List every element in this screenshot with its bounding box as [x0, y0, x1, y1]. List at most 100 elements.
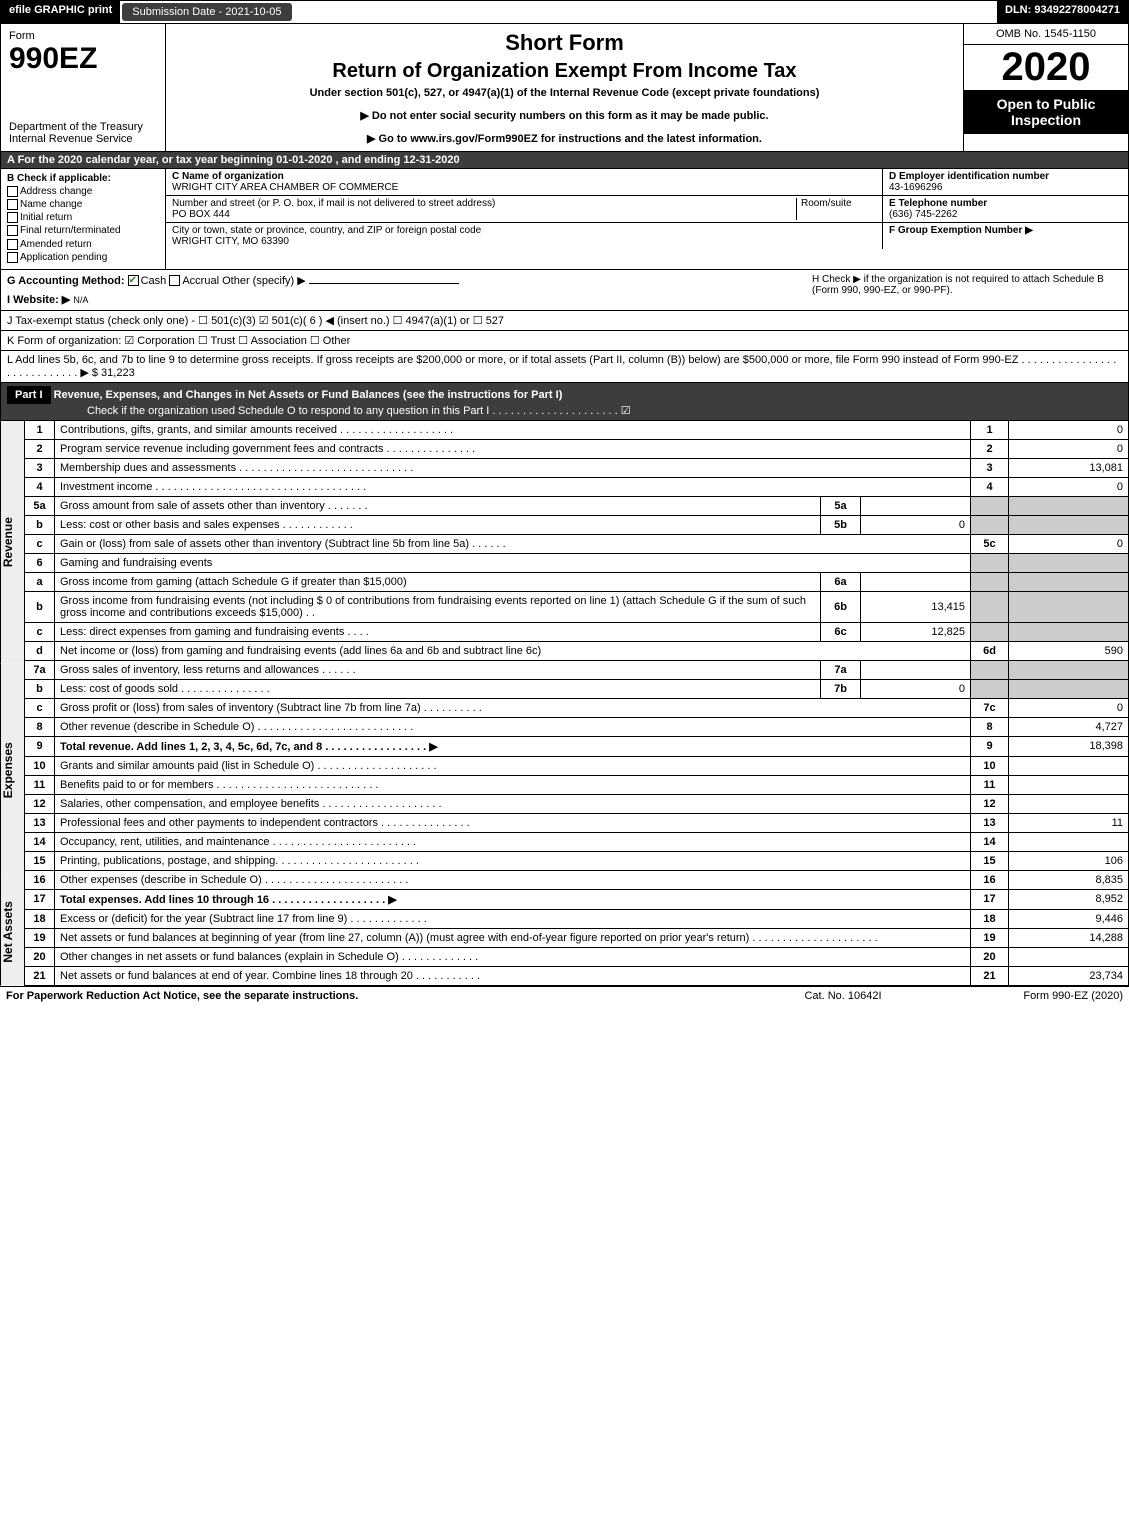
chk-final-return[interactable]: Final return/terminated — [7, 225, 159, 236]
part-i-title: Part I Revenue, Expenses, and Changes in… — [1, 383, 1128, 420]
h-text: H Check ▶ if the organization is not req… — [812, 274, 1104, 296]
line-1: 1Contributions, gifts, grants, and simil… — [25, 421, 1129, 440]
goto-link[interactable]: ▶ Go to www.irs.gov/Form990EZ for instru… — [172, 132, 957, 145]
line-12: 12Salaries, other compensation, and empl… — [25, 794, 1129, 813]
line-8: 8Other revenue (describe in Schedule O) … — [25, 717, 1129, 736]
footer-mid: Cat. No. 10642I — [743, 990, 943, 1002]
page-footer: For Paperwork Reduction Act Notice, see … — [0, 986, 1129, 1005]
vtab-net-assets: Net Assets — [0, 878, 24, 986]
footer-left: For Paperwork Reduction Act Notice, see … — [6, 990, 743, 1002]
street-cell: Number and street (or P. O. box, if mail… — [166, 196, 883, 222]
department-label: Department of the Treasury Internal Reve… — [9, 121, 157, 145]
row-l: L Add lines 5b, 6c, and 7b to line 9 to … — [0, 351, 1129, 383]
tel-cell: E Telephone number (636) 745-2262 — [883, 196, 1128, 222]
part-i-body: Revenue Expenses Net Assets 1Contributio… — [0, 421, 1129, 986]
col-c-e: C Name of organization WRIGHT CITY AREA … — [166, 169, 1128, 269]
goto-text: ▶ Go to www.irs.gov/Form990EZ for instru… — [367, 133, 762, 145]
org-name-cell: C Name of organization WRIGHT CITY AREA … — [166, 169, 883, 195]
g-label: G Accounting Method: — [7, 275, 125, 287]
line-6d: dNet income or (loss) from gaming and fu… — [25, 641, 1129, 660]
line-7b: bLess: cost of goods sold . . . . . . . … — [25, 679, 1129, 698]
org-name: WRIGHT CITY AREA CHAMBER OF COMMERCE — [172, 182, 876, 193]
line-15: 15Printing, publications, postage, and s… — [25, 851, 1129, 870]
short-form-title: Short Form — [172, 30, 957, 56]
col-b-checkboxes: B Check if applicable: Address change Na… — [1, 169, 166, 269]
omb-number: OMB No. 1545-1150 — [964, 24, 1128, 45]
footer-right: Form 990-EZ (2020) — [943, 990, 1123, 1002]
ssn-warning: ▶ Do not enter social security numbers o… — [172, 109, 957, 122]
line-5a: 5aGross amount from sale of assets other… — [25, 496, 1129, 515]
line-20: 20Other changes in net assets or fund ba… — [25, 947, 1129, 966]
line-19: 19Net assets or fund balances at beginni… — [25, 928, 1129, 947]
section-b-c-d: B Check if applicable: Address change Na… — [0, 169, 1129, 270]
row-k: K Form of organization: ☑ Corporation ☐ … — [0, 331, 1129, 351]
main-title: Return of Organization Exempt From Incom… — [172, 60, 957, 83]
line-4: 4Investment income . . . . . . . . . . .… — [25, 477, 1129, 496]
chk-accrual[interactable] — [169, 275, 180, 286]
line-5b: bLess: cost or other basis and sales exp… — [25, 515, 1129, 534]
org-name-label: C Name of organization — [172, 171, 876, 182]
city-value: WRIGHT CITY, MO 63390 — [172, 236, 876, 247]
chk-name-change[interactable]: Name change — [7, 199, 159, 210]
chk-application-pending[interactable]: Application pending — [7, 252, 159, 263]
city-label: City or town, state or province, country… — [172, 225, 876, 236]
line-3: 3Membership dues and assessments . . . .… — [25, 458, 1129, 477]
h-check: H Check ▶ if the organization is not req… — [812, 274, 1122, 306]
form-label: Form — [9, 30, 157, 42]
line-21: 21Net assets or fund balances at end of … — [25, 966, 1129, 985]
line-11: 11Benefits paid to or for members . . . … — [25, 775, 1129, 794]
street-label: Number and street (or P. O. box, if mail… — [172, 198, 796, 209]
efile-label[interactable]: efile GRAPHIC print — [1, 1, 120, 23]
section-a-period: A For the 2020 calendar year, or tax yea… — [0, 152, 1129, 169]
line-16: 16Other expenses (describe in Schedule O… — [25, 870, 1129, 889]
line-10: 10Grants and similar amounts paid (list … — [25, 756, 1129, 775]
row-g-h: G Accounting Method: Cash Accrual Other … — [0, 270, 1129, 311]
line-9: 9Total revenue. Add lines 1, 2, 3, 4, 5c… — [25, 736, 1129, 756]
part-i-title-text: Revenue, Expenses, and Changes in Net As… — [54, 389, 563, 401]
other-input[interactable] — [309, 283, 459, 284]
i-label: I Website: ▶ — [7, 294, 70, 306]
line-6: 6Gaming and fundraising events — [25, 553, 1129, 572]
title-block: Short Form Return of Organization Exempt… — [166, 24, 963, 151]
line-7a: 7aGross sales of inventory, less returns… — [25, 660, 1129, 679]
line-6c: cLess: direct expenses from gaming and f… — [25, 622, 1129, 641]
line-18: 18Excess or (deficit) for the year (Subt… — [25, 909, 1129, 928]
chk-address-change[interactable]: Address change — [7, 186, 159, 197]
line-2: 2Program service revenue including gover… — [25, 439, 1129, 458]
lines-table: 1Contributions, gifts, grants, and simil… — [24, 421, 1129, 986]
chk-amended-return[interactable]: Amended return — [7, 239, 159, 250]
topbar-spacer — [294, 1, 998, 23]
submission-date: Submission Date - 2021-10-05 — [122, 3, 291, 21]
line-7c: cGross profit or (loss) from sales of in… — [25, 698, 1129, 717]
grp-label: F Group Exemption Number ▶ — [889, 225, 1122, 236]
grp-cell: F Group Exemption Number ▶ — [883, 223, 1128, 249]
topbar: efile GRAPHIC print Submission Date - 20… — [0, 0, 1129, 24]
line-6a: aGross income from gaming (attach Schedu… — [25, 572, 1129, 591]
line-5c: cGain or (loss) from sale of assets othe… — [25, 534, 1129, 553]
other-specify: Other (specify) ▶ — [222, 275, 306, 287]
ein-cell: D Employer identification number 43-1696… — [883, 169, 1128, 195]
street-value: PO BOX 444 — [172, 209, 796, 220]
open-to-public: Open to Public Inspection — [964, 90, 1128, 134]
chk-cash[interactable] — [128, 275, 139, 286]
ein-label: D Employer identification number — [889, 171, 1122, 182]
ein-value: 43-1696296 — [889, 182, 1122, 193]
line-17: 17Total expenses. Add lines 10 through 1… — [25, 889, 1129, 909]
form-number: 990EZ — [9, 42, 157, 76]
line-6b: bGross income from fundraising events (n… — [25, 591, 1129, 622]
form-header: Form 990EZ Department of the Treasury In… — [0, 24, 1129, 152]
part-i-header: Part I Revenue, Expenses, and Changes in… — [0, 383, 1129, 421]
tel-value: (636) 745-2262 — [889, 209, 1122, 220]
row-j: J Tax-exempt status (check only one) - ☐… — [0, 311, 1129, 331]
subtitle: Under section 501(c), 527, or 4947(a)(1)… — [172, 87, 957, 99]
vtab-revenue: Revenue — [0, 421, 24, 663]
chk-initial-return[interactable]: Initial return — [7, 212, 159, 223]
form-id-block: Form 990EZ Department of the Treasury In… — [1, 24, 166, 151]
accounting-method: G Accounting Method: Cash Accrual Other … — [7, 274, 812, 306]
tel-label: E Telephone number — [889, 198, 1122, 209]
right-header: OMB No. 1545-1150 2020 Open to Public In… — [963, 24, 1128, 151]
room-label: Room/suite — [796, 198, 876, 220]
col-b-head: B Check if applicable: — [7, 173, 159, 184]
line-14: 14Occupancy, rent, utilities, and mainte… — [25, 832, 1129, 851]
vtab-expenses: Expenses — [0, 663, 24, 878]
